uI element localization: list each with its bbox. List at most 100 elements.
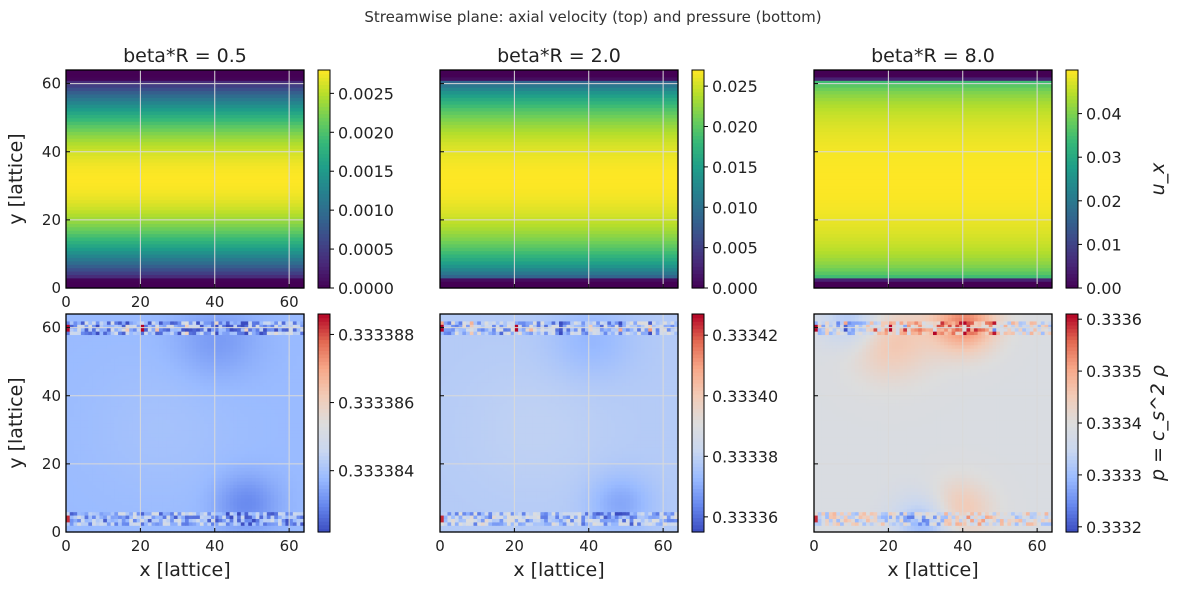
heatmap-cell xyxy=(155,416,160,421)
heatmap-cell xyxy=(188,521,194,526)
heatmap-cell xyxy=(80,521,86,526)
heatmap-cell xyxy=(106,327,112,332)
heatmap-cell xyxy=(162,314,168,319)
heatmap-cell xyxy=(188,419,194,424)
heatmap-cell xyxy=(121,395,127,400)
heatmap-cell xyxy=(73,314,78,319)
heatmap-cell xyxy=(192,436,197,441)
heatmap-cell xyxy=(155,412,160,417)
heatmap-cell xyxy=(73,378,78,383)
heatmap-cell xyxy=(140,440,145,445)
heatmap-cell xyxy=(177,382,182,387)
heatmap-cell xyxy=(233,419,238,424)
heatmap-cell xyxy=(281,324,287,329)
heatmap-cell xyxy=(66,501,71,506)
colorbar-segment xyxy=(692,218,704,224)
heatmap-cell xyxy=(144,480,149,485)
heatmap-cell xyxy=(188,378,194,383)
heatmap-cell xyxy=(266,317,272,322)
heatmap-cell xyxy=(181,446,186,451)
heatmap-cell xyxy=(118,497,123,502)
heatmap-cell xyxy=(151,375,156,380)
heatmap-cell xyxy=(73,494,78,499)
heatmap-cell xyxy=(292,368,298,373)
heatmap-cell xyxy=(66,429,71,434)
heatmap-cell xyxy=(177,405,182,410)
heatmap-cell xyxy=(225,429,231,434)
heatmap-cell xyxy=(106,494,112,499)
heatmap-cell xyxy=(207,388,212,393)
heatmap-cell xyxy=(173,443,179,448)
heatmap-cell xyxy=(177,409,182,414)
heatmap-cell xyxy=(244,409,249,414)
colorbar-tick-label: 0.0025 xyxy=(338,84,394,103)
heatmap-cell xyxy=(103,317,108,322)
heatmap-cell xyxy=(270,443,275,448)
heatmap-cell xyxy=(544,525,549,530)
heatmap-cell xyxy=(211,361,216,366)
heatmap-cell xyxy=(211,528,216,533)
heatmap-cell xyxy=(611,518,616,523)
heatmap-cell xyxy=(292,429,298,434)
heatmap-cell xyxy=(218,382,223,387)
heatmap-cell xyxy=(95,354,101,359)
heatmap-cell xyxy=(237,433,242,438)
heatmap-cell xyxy=(248,385,253,390)
heatmap-cell xyxy=(155,405,160,410)
heatmap-cell xyxy=(114,423,119,428)
heatmap-cell xyxy=(277,511,283,516)
heatmap-cell xyxy=(114,501,119,506)
heatmap-cell xyxy=(622,518,627,523)
heatmap-cell xyxy=(95,402,101,407)
heatmap-cell xyxy=(118,392,123,397)
heatmap-cell xyxy=(233,334,238,339)
heatmap-cell xyxy=(170,344,175,349)
heatmap-cell xyxy=(225,416,231,421)
heatmap-cell xyxy=(69,477,75,482)
heatmap-cell xyxy=(188,470,194,475)
heatmap-cell xyxy=(233,525,238,530)
heatmap-cell xyxy=(259,443,264,448)
heatmap-cell xyxy=(211,491,216,496)
heatmap-cell xyxy=(69,497,75,502)
colorbar-segment xyxy=(1066,135,1078,140)
colorbar-segment xyxy=(318,437,330,442)
heatmap-row-band xyxy=(440,97,678,102)
heatmap-cell xyxy=(132,440,138,445)
heatmap-cell xyxy=(147,470,153,475)
heatmap-cell xyxy=(300,497,305,502)
heatmap-row-band xyxy=(66,70,304,75)
colorbar-segment xyxy=(692,215,704,220)
heatmap-cell xyxy=(66,371,71,376)
heatmap-cell xyxy=(177,331,182,336)
heatmap-cell xyxy=(196,331,201,336)
heatmap-cell xyxy=(188,395,194,400)
heatmap-cell xyxy=(266,467,272,472)
heatmap-cell xyxy=(300,443,305,448)
heatmap-cell xyxy=(559,525,564,530)
heatmap-cell xyxy=(281,436,287,441)
heatmap-cell xyxy=(84,484,89,489)
heatmap-cell xyxy=(592,514,597,519)
heatmap-cell xyxy=(289,371,294,376)
heatmap-cell xyxy=(248,470,253,475)
colorbar-segment xyxy=(1066,189,1078,195)
heatmap-cell xyxy=(285,501,290,506)
heatmap-cell xyxy=(255,416,260,421)
heatmap-cell xyxy=(285,395,290,400)
heatmap-cell xyxy=(69,314,75,319)
heatmap-cell xyxy=(192,491,197,496)
heatmap-cell xyxy=(73,375,78,380)
heatmap-cell xyxy=(170,317,175,322)
heatmap-cell xyxy=(177,440,182,445)
heatmap-cell xyxy=(274,412,279,417)
heatmap-cell xyxy=(196,467,201,472)
heatmap-cell xyxy=(281,511,287,516)
heatmap-cell xyxy=(158,375,164,380)
heatmap-cell xyxy=(203,497,208,502)
heatmap-row-band xyxy=(440,267,678,272)
heatmap-cell xyxy=(92,412,97,417)
heatmap-cell xyxy=(129,470,134,475)
colorbar-segment xyxy=(1066,237,1078,242)
heatmap-cell xyxy=(237,426,242,431)
